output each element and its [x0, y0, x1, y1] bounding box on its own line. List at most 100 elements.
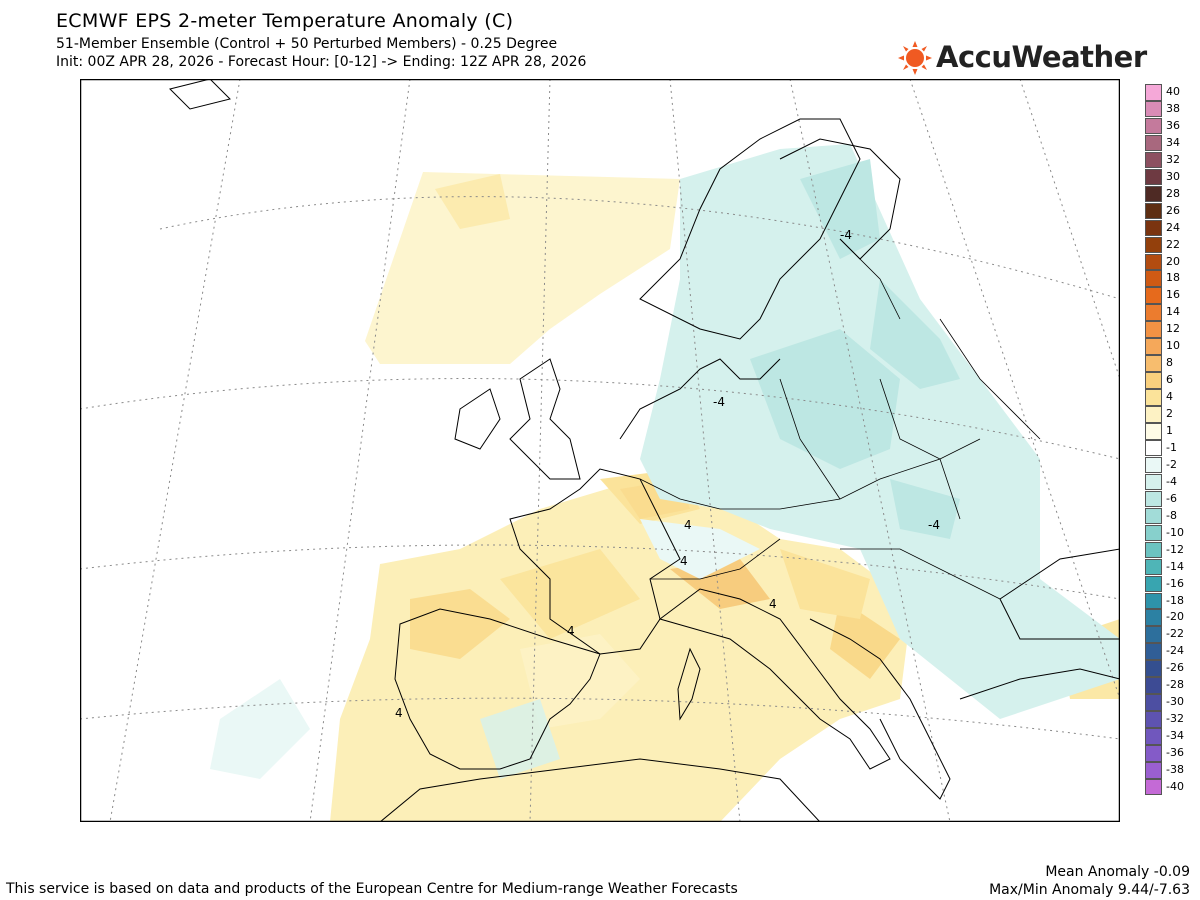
colorbar-label: 32: [1166, 152, 1180, 166]
colorbar-swatch: [1145, 507, 1162, 525]
colorbar-swatch: [1145, 609, 1162, 626]
colorbar-label: 4: [1166, 390, 1173, 404]
colorbar-swatch: [1145, 711, 1162, 728]
colorbar-label: -2: [1166, 457, 1177, 471]
colorbar-label: 24: [1166, 220, 1180, 234]
contour-label: -4: [713, 395, 725, 409]
attribution-text: This service is based on data and produc…: [6, 881, 738, 897]
country-borders: [639, 238, 1041, 600]
colorbar-swatch: [1145, 202, 1162, 220]
colorbar-swatch: [1145, 406, 1162, 423]
colorbar-label: 28: [1166, 186, 1180, 200]
colorbar-label: 1: [1166, 424, 1173, 437]
colorbar-label: -34: [1166, 729, 1184, 743]
accuweather-logo: AccuWeather: [898, 40, 1147, 76]
colorbar-label: 38: [1166, 101, 1180, 115]
contour-label: 4: [684, 518, 692, 532]
colorbar-swatch: [1145, 117, 1162, 135]
colorbar-label: 36: [1166, 118, 1180, 132]
colorbar-label: 14: [1166, 305, 1180, 319]
colorbar-label: 6: [1166, 373, 1173, 387]
maxmin-anomaly: Max/Min Anomaly 9.44/-7.63: [989, 882, 1190, 898]
colorbar-label: -4: [1166, 474, 1177, 488]
colorbar-swatch: [1145, 84, 1162, 101]
colorbar-label: 20: [1166, 254, 1180, 268]
colorbar-swatch: [1145, 219, 1162, 237]
colorbar-label: 2: [1166, 407, 1173, 421]
anomaly-stats: Mean Anomaly -0.09 Max/Min Anomaly 9.44/…: [989, 863, 1190, 899]
colorbar-label: -24: [1166, 644, 1184, 658]
colorbar-label: -6: [1166, 491, 1177, 505]
cool-anomaly-field: [210, 144, 1120, 779]
contour-label: 4: [567, 624, 575, 638]
colorbar-swatch: [1145, 439, 1162, 457]
contour-labels: -4 -4 -4 4 4 4 4 4: [395, 228, 940, 720]
map-title: ECMWF EPS 2-meter Temperature Anomaly (C…: [56, 10, 514, 32]
colorbar-label: -26: [1166, 661, 1184, 675]
colorbar-swatch: [1145, 338, 1162, 355]
colorbar-label: 34: [1166, 135, 1180, 149]
colorbar-swatch: [1145, 524, 1162, 542]
colorbar-swatch: [1145, 355, 1162, 372]
contour-label: -4: [840, 228, 852, 242]
contour-label: 4: [769, 597, 777, 611]
colorbar-label: -22: [1166, 627, 1184, 641]
colorbar-label: 10: [1166, 339, 1180, 353]
colorbar-label: -32: [1166, 712, 1184, 726]
colorbar-swatch: [1145, 236, 1162, 254]
colorbar-swatch: [1145, 423, 1162, 440]
colorbar-label: 18: [1166, 271, 1180, 285]
colorbar-swatch: [1145, 473, 1162, 491]
colorbar-label: -14: [1166, 559, 1184, 573]
colorbar-legend: 40 38 36 34 32 30 28 26 24 22 20 18 16 14 12 10 8 6 4 2 1 -1 -…: [1145, 84, 1195, 818]
colorbar-swatch: [1145, 660, 1162, 677]
contour-label: 4: [395, 706, 403, 720]
colorbar-swatch: [1145, 270, 1162, 287]
colorbar-swatch: [1145, 151, 1162, 169]
colorbar-label: 12: [1166, 322, 1180, 336]
colorbar-swatch: [1145, 134, 1162, 152]
colorbar-label: -18: [1166, 593, 1184, 607]
colorbar-label: -40: [1166, 779, 1184, 793]
colorbar-swatch: [1145, 456, 1162, 474]
map-subtitle: 51-Member Ensemble (Control + 50 Perturb…: [56, 36, 558, 52]
colorbar-swatch: [1145, 185, 1162, 203]
coastlines: [169, 79, 1120, 822]
contour-label: -4: [928, 518, 940, 532]
colorbar-label: -28: [1166, 678, 1184, 692]
colorbar-label: 40: [1166, 85, 1180, 98]
colorbar-swatch: [1145, 762, 1162, 779]
colorbar-label: 26: [1166, 203, 1180, 217]
colorbar-swatch: [1145, 575, 1162, 593]
sun-icon: [898, 41, 932, 75]
colorbar-swatch: [1145, 304, 1162, 321]
colorbar-label: 16: [1166, 288, 1180, 302]
colorbar-label: -12: [1166, 542, 1184, 556]
colorbar-swatch: [1145, 745, 1162, 762]
colorbar-swatch: [1145, 168, 1162, 186]
colorbar-swatch: [1145, 592, 1162, 609]
colorbar-swatch: [1145, 372, 1162, 389]
colorbar-label: 8: [1166, 356, 1173, 370]
colorbar-label: -16: [1166, 576, 1184, 590]
contour-label: 4: [680, 554, 688, 568]
colorbar-label: 22: [1166, 237, 1180, 251]
colorbar-swatch: [1145, 541, 1162, 559]
colorbar-swatch: [1145, 321, 1162, 338]
colorbar-swatch: [1145, 287, 1162, 304]
colorbar-swatch: [1145, 389, 1162, 406]
colorbar-swatch: [1145, 100, 1162, 118]
map-frame: [80, 79, 1120, 822]
colorbar-swatch: [1145, 558, 1162, 576]
colorbar-label: -8: [1166, 508, 1177, 522]
colorbar-swatch: [1145, 677, 1162, 694]
colorbar-swatch: [1145, 253, 1162, 270]
colorbar-swatch: [1145, 694, 1162, 711]
colorbar-label: -10: [1166, 525, 1184, 539]
colorbar-label: 30: [1166, 169, 1180, 183]
colorbar-label: -36: [1166, 746, 1184, 760]
colorbar-swatch: [1145, 778, 1162, 796]
colorbar-swatch: [1145, 626, 1162, 643]
colorbar-label: -30: [1166, 695, 1184, 709]
colorbar-swatch: [1145, 643, 1162, 660]
